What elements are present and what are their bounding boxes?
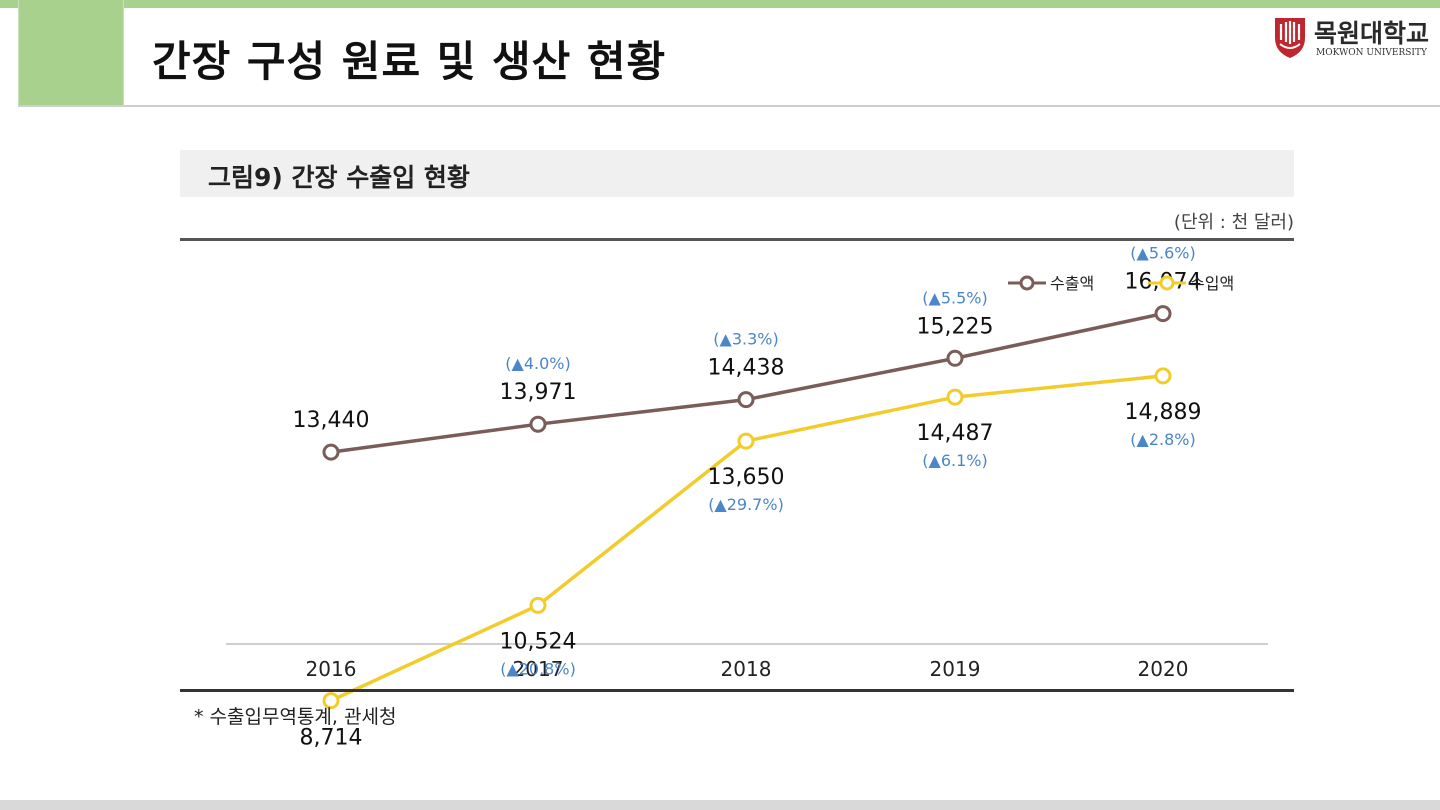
export-point-2018 (737, 391, 755, 409)
import-value-label: 14,889 (1125, 400, 1202, 425)
import-series-line (330, 374, 1164, 703)
logo-subtext: MOKWON UNIVERSITY (1316, 48, 1427, 58)
import-value-label: 8,714 (300, 726, 363, 751)
figure-bottom-rule (180, 689, 1294, 692)
export-growth-label: (▲5.6%) (1130, 244, 1195, 263)
university-logo: 목원대학교 MOKWON UNIVERSITY (1272, 14, 1440, 64)
top-accent-strip (0, 0, 1440, 8)
import-point-2018 (737, 432, 755, 450)
export-point-2017 (529, 415, 547, 433)
legend-marker-import (1159, 275, 1175, 291)
import-growth-label: (▲29.7%) (708, 495, 784, 514)
university-emblem-icon (1275, 18, 1305, 58)
export-growth-label: (▲3.3%) (713, 330, 778, 349)
export-point-2020 (1154, 305, 1172, 323)
x-tick-label-2017: 2017 (513, 657, 564, 681)
legend-marker-export (1019, 275, 1035, 291)
x-tick-label-2018: 2018 (721, 657, 772, 681)
figure-top-rule (180, 238, 1294, 241)
import-point-2020 (1154, 367, 1172, 385)
figure-title: 그림9) 간장 수출입 현황 (208, 163, 470, 192)
import-point-2016 (322, 692, 340, 710)
export-growth-label: (▲4.0%) (505, 354, 570, 373)
import-growth-label: (▲6.1%) (922, 451, 987, 470)
x-tick-label-2016: 2016 (306, 657, 357, 681)
x-tick-label-2019: 2019 (930, 657, 981, 681)
legend-label-export: 수출액 (1050, 274, 1094, 293)
export-value-label: 13,971 (500, 380, 577, 405)
import-value-label: 10,524 (500, 629, 577, 654)
import-value-label: 14,487 (917, 421, 994, 446)
footer-strip (0, 800, 1440, 810)
import-point-2019 (946, 388, 964, 406)
export-growth-label: (▲5.5%) (922, 288, 987, 307)
x-tick-label-2020: 2020 (1138, 657, 1189, 681)
import-point-2017 (529, 596, 547, 614)
title-divider (18, 105, 1440, 107)
export-point-2016 (322, 443, 340, 461)
slide-title: 간장 구성 원료 및 생산 현황 (152, 37, 667, 86)
unit-label: (단위 : 천 달러) (1173, 212, 1294, 233)
import-value-label: 13,650 (708, 465, 785, 490)
legend-label-import: 수입액 (1190, 274, 1234, 293)
figure-header: 그림9) 간장 수출입 현황 (180, 150, 1294, 197)
export-value-label: 14,438 (708, 356, 785, 381)
export-point-2019 (946, 349, 964, 367)
import-growth-label: (▲20.8%) (500, 659, 576, 678)
logo-text: 목원대학교 (1314, 19, 1430, 48)
export-value-label: 13,440 (293, 408, 370, 433)
export-value-label: 15,225 (917, 314, 994, 339)
source-note: * 수출입무역통계, 관세청 (194, 706, 397, 728)
title-accent-block (18, 0, 124, 105)
import-growth-label: (▲2.8%) (1130, 430, 1195, 449)
